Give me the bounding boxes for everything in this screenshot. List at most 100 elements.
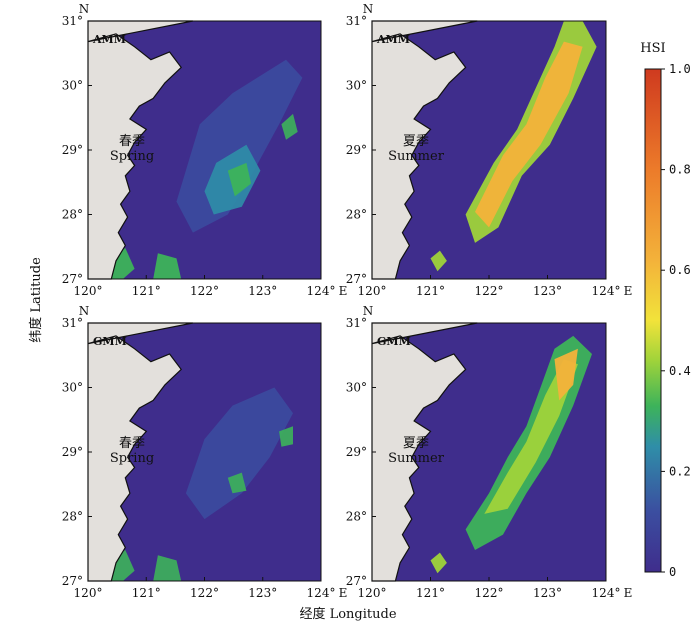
y-axis-title: 纬度 Latitude: [28, 257, 44, 343]
colorbar-ticks: 0 0.2 0.4 0.6 0.8 1.0: [661, 62, 691, 579]
lat-tick-label: 29°: [62, 445, 83, 459]
lon-ticks: 120° 121° 122° 123° 124°: [358, 577, 621, 600]
hsi-contour-5: [153, 253, 182, 279]
lon-tick-label: 122°: [475, 586, 504, 600]
lat-tick-label: 29°: [62, 143, 83, 157]
lon-tick-label: 121°: [132, 284, 161, 298]
season-label-cn: 夏季: [403, 134, 429, 149]
lat-tick-label: 30°: [346, 381, 367, 395]
lon-tick-label: 123°: [533, 284, 562, 298]
season-label-cn: 夏季: [403, 436, 429, 451]
lon-tick-label: 124°: [307, 586, 336, 600]
lat-tick-label: 29°: [346, 143, 367, 157]
season-label-cn: 春季: [119, 436, 145, 451]
lon-tick-label: 122°: [190, 284, 219, 298]
lon-ticks: 120° 121° 122° 123° 124°: [74, 577, 336, 600]
hsi-contour-1: [484, 359, 578, 514]
season-label-en: Spring: [110, 451, 154, 466]
lon-tick-label: 123°: [248, 586, 277, 600]
hsi-contour-4: [153, 555, 182, 581]
lat-ticks: 27° 28° 29° 30° 31°: [346, 316, 376, 588]
model-label: GMM: [93, 335, 127, 348]
land-area: [87, 322, 194, 582]
map-panel-gmm-spring: 120° 121° 122° 123° 124° 27° 28° 29° 30° 31°N E GMM…: [62, 304, 348, 600]
colorbar-tick-label: 1.0: [669, 62, 691, 76]
lon-tick-label: 121°: [416, 586, 445, 600]
lat-tick-label: 28°: [346, 510, 367, 524]
lon-tick-label: 120°: [358, 586, 387, 600]
north-label: N: [79, 2, 90, 16]
hsi-contour-2: [227, 162, 252, 197]
map-panel-amm-spring: 120° 121° 122° 123° 124° 27° 28° 29° 30° 31°N E AMM…: [62, 2, 348, 298]
hsi-contour-3: [430, 552, 447, 574]
lon-tick-label: 122°: [475, 284, 504, 298]
colorbar-gradient: [644, 68, 662, 573]
season-label-cn: 春季: [119, 134, 145, 149]
colorbar-tick-label: 0.4: [669, 364, 691, 378]
lat-tick-label: 30°: [62, 79, 83, 93]
lat-ticks: 27° 28° 29° 30° 31°: [62, 316, 92, 588]
lat-tick-label: 27°: [346, 272, 367, 286]
season-label-en: Spring: [110, 149, 154, 164]
lat-tick-label: 27°: [62, 574, 83, 588]
hsi-contour-0: [185, 387, 293, 520]
lat-tick-label: 27°: [346, 574, 367, 588]
lon-tick-label: 124°: [592, 284, 621, 298]
lon-ticks: 120° 121° 122° 123° 124°: [74, 275, 336, 298]
lon-tick-label: 120°: [74, 586, 103, 600]
land-area: [371, 322, 478, 582]
lat-tick-label: 28°: [62, 208, 83, 222]
colorbar-tick-label: 0.6: [669, 263, 691, 277]
lat-tick-label: 27°: [62, 272, 83, 286]
map-panel-gmm-summer: 120° 121° 122° 123° 124° 27° 28° 29° 30° 31°N E GMM…: [346, 304, 633, 600]
hsi-contour-2: [554, 348, 578, 401]
colorbar-title: HSI: [640, 41, 665, 56]
lat-tick-label: 31°: [346, 316, 367, 330]
hsi-colorbar: HSI 0 0.2 0.4 0.6 0.8 1.0: [640, 41, 690, 579]
season-label-en: Summer: [388, 451, 445, 466]
map-panels: 120° 121° 122° 123° 124°27°28°29°30°31°NEAMM…: [62, 2, 633, 600]
lon-tick-label: 121°: [132, 586, 161, 600]
hsi-contour-3: [281, 113, 298, 140]
lon-tick-label: 123°: [533, 586, 562, 600]
model-label: AMM: [376, 33, 410, 46]
north-label: N: [79, 304, 90, 318]
lon-tick-label: 122°: [190, 586, 219, 600]
lat-tick-label: 31°: [346, 14, 367, 28]
lon-tick-label: 123°: [248, 284, 277, 298]
land-area: [371, 20, 478, 280]
east-label: E: [339, 284, 348, 298]
east-label: E: [624, 284, 633, 298]
colorbar-tick-label: 0: [669, 565, 676, 579]
season-label-en: Summer: [388, 149, 445, 164]
lon-tick-label: 120°: [74, 284, 103, 298]
east-label: E: [339, 586, 348, 600]
lat-tick-label: 29°: [346, 445, 367, 459]
land-area: [87, 20, 194, 280]
model-label: AMM: [92, 33, 126, 46]
lat-tick-label: 31°: [62, 316, 83, 330]
lon-tick-label: 124°: [592, 586, 621, 600]
lon-tick-label: 120°: [358, 284, 387, 298]
model-label: GMM: [377, 335, 411, 348]
colorbar-tick-label: 0.2: [669, 464, 691, 478]
colorbar-tick-label: 0.8: [669, 163, 691, 177]
map-panel-amm-summer: 120° 121° 122° 123° 124° 27° 28° 29° 30° 31°N E AMM…: [346, 2, 633, 298]
lon-tick-label: 121°: [416, 284, 445, 298]
lat-tick-label: 31°: [62, 14, 83, 28]
lat-tick-label: 30°: [62, 381, 83, 395]
hsi-contour-1: [279, 426, 293, 447]
east-label: E: [624, 586, 633, 600]
x-axis-title: 经度 Longitude: [299, 606, 396, 622]
hsi-contour-2: [430, 250, 447, 272]
hsi-contour-2: [227, 472, 247, 494]
lat-ticks: 27° 28° 29° 30° 31°: [62, 14, 92, 286]
lat-tick-label: 28°: [62, 510, 83, 524]
lat-tick-label: 28°: [346, 208, 367, 222]
lon-tick-label: 124°: [307, 284, 336, 298]
north-label: N: [363, 304, 374, 318]
lon-ticks: 120° 121° 122° 123° 124°: [358, 275, 621, 298]
lat-tick-label: 30°: [346, 79, 367, 93]
hsi-contour-1: [475, 41, 583, 228]
